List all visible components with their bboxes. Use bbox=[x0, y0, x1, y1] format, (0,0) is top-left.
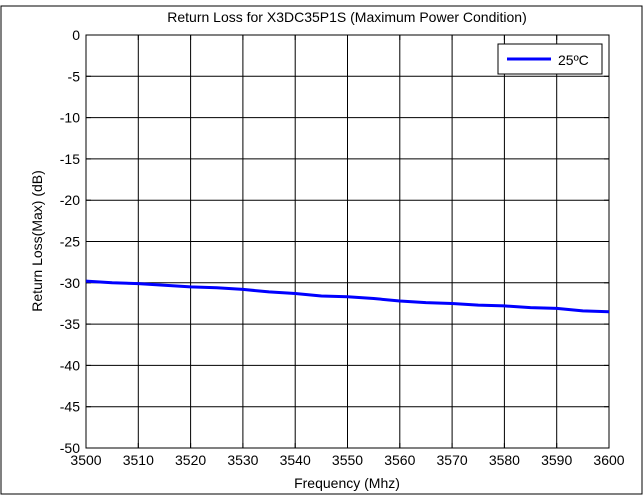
y-tick-label: 0 bbox=[72, 27, 80, 43]
y-tick-label: -15 bbox=[60, 151, 80, 167]
x-tick-label: 3560 bbox=[384, 452, 415, 468]
y-tick-label: -45 bbox=[60, 399, 80, 415]
y-tick-label: -25 bbox=[60, 234, 80, 250]
y-tick-label: -40 bbox=[60, 357, 80, 373]
x-tick-labels: 3500 3510 3520 3530 3540 3550 3560 3570 3580 3590… bbox=[70, 452, 624, 468]
figure-border bbox=[0, 5, 643, 495]
x-tick-label: 3580 bbox=[489, 452, 520, 468]
x-axis-label: Frequency (Mhz) bbox=[294, 475, 400, 491]
x-tick-label: 3590 bbox=[541, 452, 572, 468]
legend-label-25c: 25ºC bbox=[558, 52, 589, 68]
y-tick-label: -20 bbox=[60, 192, 80, 208]
x-tick-label: 3520 bbox=[175, 452, 206, 468]
legend: 25ºC bbox=[497, 43, 603, 75]
series-line-0 bbox=[85, 279, 610, 314]
y-axis-label: Return Loss(Max) (dB) bbox=[29, 170, 45, 312]
y-tick-label: -10 bbox=[60, 110, 80, 126]
x-tick-label: 3530 bbox=[227, 452, 258, 468]
chart-title: Return Loss for X3DC35P1S (Maximum Power… bbox=[167, 9, 526, 25]
y-tick-label: -50 bbox=[60, 440, 80, 456]
x-tick-label: 3550 bbox=[332, 452, 363, 468]
grid-lines bbox=[86, 35, 609, 448]
x-tick-label: 3600 bbox=[593, 452, 624, 468]
y-tick-label: -5 bbox=[68, 68, 81, 84]
x-tick-label: 3500 bbox=[70, 452, 101, 468]
y-tick-label: -35 bbox=[60, 316, 80, 332]
y-tick-labels: 0 -5 -10 -15 -20 -25 -30 -35 -40 -45 -50 bbox=[60, 27, 80, 456]
series-layer bbox=[85, 279, 610, 314]
x-tick-label: 3510 bbox=[123, 452, 154, 468]
x-tick-label: 3570 bbox=[437, 452, 468, 468]
x-tick-label: 3540 bbox=[280, 452, 311, 468]
y-tick-label: -30 bbox=[60, 275, 80, 291]
plot-area-border bbox=[85, 34, 610, 449]
